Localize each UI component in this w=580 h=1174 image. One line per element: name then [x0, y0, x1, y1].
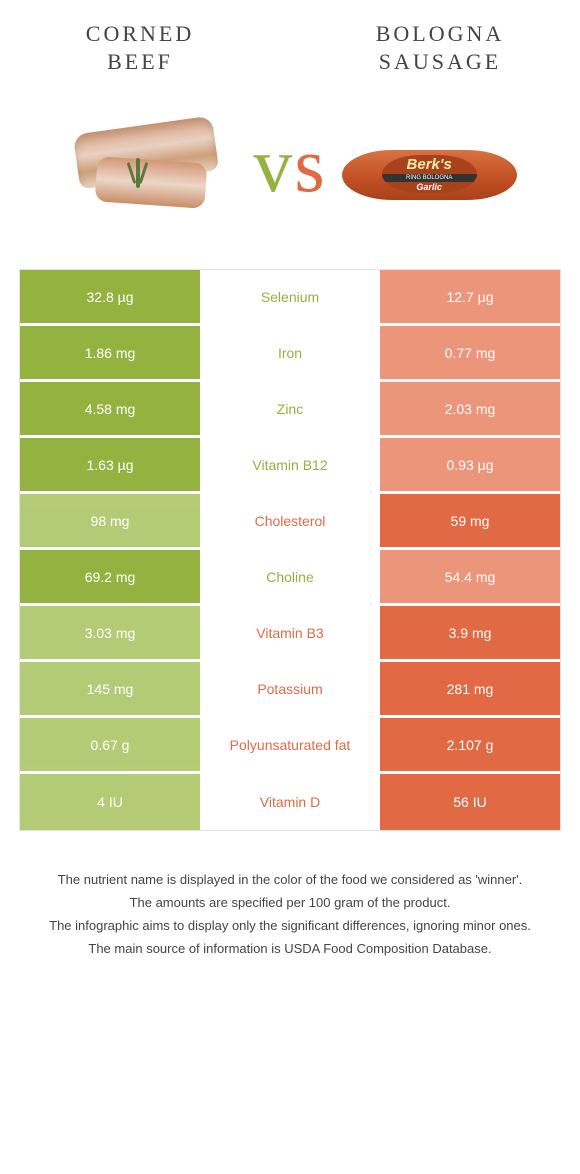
nutrient-name: Polyunsaturated fat — [200, 718, 380, 771]
right-value: 3.9 mg — [380, 606, 560, 659]
table-row: 0.67 gPolyunsaturated fat2.107 g — [20, 718, 560, 774]
left-food-image — [53, 100, 248, 230]
sausage-brand: Berk's — [407, 157, 452, 172]
right-value: 281 mg — [380, 662, 560, 715]
left-value: 32.8 µg — [20, 270, 200, 323]
left-value: 4 IU — [20, 774, 200, 830]
nutrient-name: Vitamin B12 — [200, 438, 380, 491]
table-row: 145 mgPotassium281 mg — [20, 662, 560, 718]
comparison-table: 32.8 µgSelenium12.7 µg1.86 mgIron0.77 mg… — [20, 270, 560, 830]
right-value: 59 mg — [380, 494, 560, 547]
right-value: 0.77 mg — [380, 326, 560, 379]
nutrient-name: Vitamin D — [200, 774, 380, 830]
left-value: 145 mg — [20, 662, 200, 715]
hero-row: vs Berk's RING BOLOGNA Garlic — [0, 100, 580, 230]
table-row: 98 mgCholesterol59 mg — [20, 494, 560, 550]
nutrient-name: Choline — [200, 550, 380, 603]
right-food-image: Berk's RING BOLOGNA Garlic — [332, 100, 527, 230]
left-value: 0.67 g — [20, 718, 200, 771]
table-row: 4.58 mgZinc2.03 mg — [20, 382, 560, 438]
table-row: 32.8 µgSelenium12.7 µg — [20, 270, 560, 326]
corned-beef-icon — [66, 110, 236, 220]
header: Cornedbeef Bolognasausage — [0, 0, 580, 75]
table-row: 4 IUVitamin D56 IU — [20, 774, 560, 830]
right-value: 0.93 µg — [380, 438, 560, 491]
footer-line-1: The nutrient name is displayed in the co… — [25, 870, 555, 890]
vs-letter-s: s — [294, 121, 326, 208]
left-value: 4.58 mg — [20, 382, 200, 435]
right-value: 56 IU — [380, 774, 560, 830]
table-row: 69.2 mgCholine54.4 mg — [20, 550, 560, 606]
left-food-title: Cornedbeef — [40, 20, 240, 75]
table-row: 3.03 mgVitamin B33.9 mg — [20, 606, 560, 662]
nutrient-name: Potassium — [200, 662, 380, 715]
left-value: 98 mg — [20, 494, 200, 547]
left-value: 69.2 mg — [20, 550, 200, 603]
nutrient-name: Iron — [200, 326, 380, 379]
left-value: 3.03 mg — [20, 606, 200, 659]
nutrient-name: Selenium — [200, 270, 380, 323]
right-food-title: Bolognasausage — [340, 20, 540, 75]
nutrient-name: Vitamin B3 — [200, 606, 380, 659]
right-value: 2.03 mg — [380, 382, 560, 435]
left-value: 1.86 mg — [20, 326, 200, 379]
vs-letter-v: v — [253, 121, 294, 208]
table-row: 1.63 µgVitamin B120.93 µg — [20, 438, 560, 494]
left-value: 1.63 µg — [20, 438, 200, 491]
vs-label: vs — [253, 120, 326, 210]
right-value: 2.107 g — [380, 718, 560, 771]
footer-line-4: The main source of information is USDA F… — [25, 939, 555, 959]
footer-line-3: The infographic aims to display only the… — [25, 916, 555, 936]
right-value: 12.7 µg — [380, 270, 560, 323]
table-row: 1.86 mgIron0.77 mg — [20, 326, 560, 382]
bologna-sausage-icon: Berk's RING BOLOGNA Garlic — [337, 120, 522, 210]
footer-line-2: The amounts are specified per 100 gram o… — [25, 893, 555, 913]
sausage-variety: RING BOLOGNA — [382, 174, 477, 182]
nutrient-name: Zinc — [200, 382, 380, 435]
nutrient-name: Cholesterol — [200, 494, 380, 547]
sausage-flavor: Garlic — [416, 183, 442, 192]
footer-notes: The nutrient name is displayed in the co… — [0, 870, 580, 960]
right-value: 54.4 mg — [380, 550, 560, 603]
